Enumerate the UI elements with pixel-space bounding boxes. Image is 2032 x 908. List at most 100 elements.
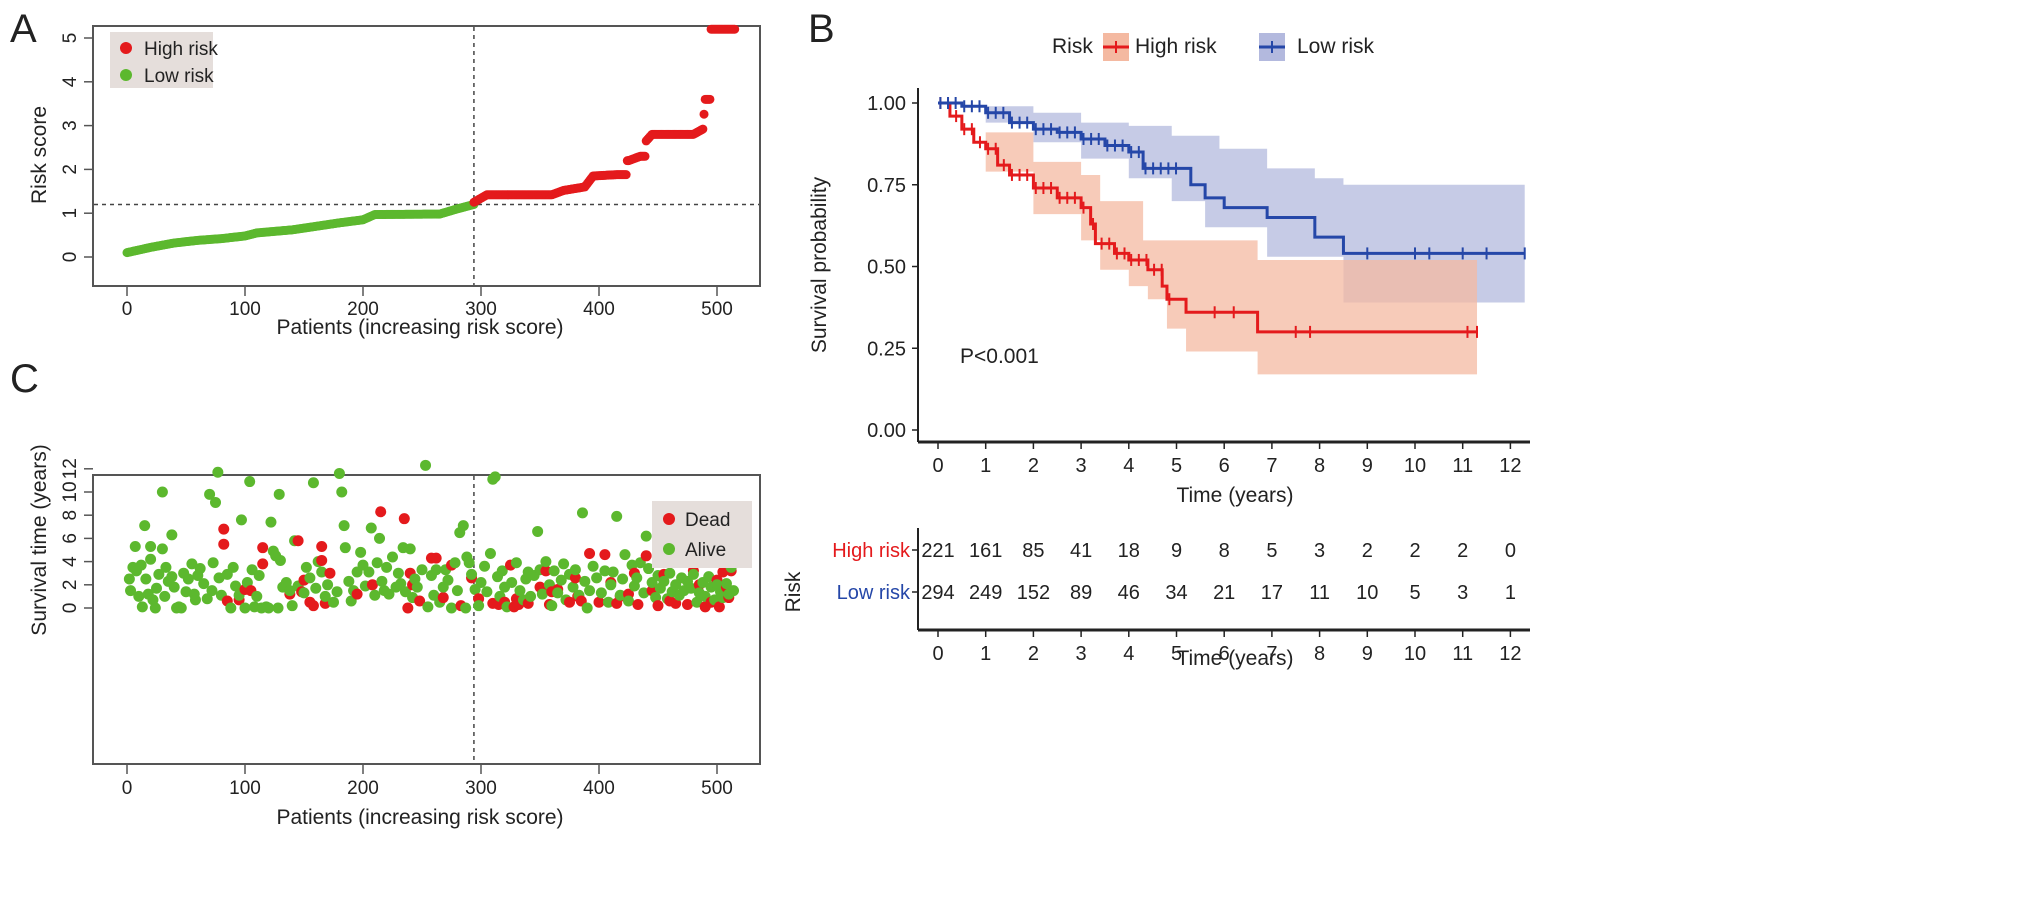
y-tick-label: 1.00 [867,93,906,115]
survival-point-alive [129,541,141,553]
survival-point-alive [548,565,560,577]
survival-point-alive [206,585,218,597]
x-tick-label: 9 [1362,455,1373,477]
survival-point-alive [227,561,239,573]
survival-point-alive [420,459,432,471]
survival-point-dead [218,523,230,535]
risk-table-cell: 11 [1309,582,1330,604]
legend-title: Risk [1052,35,1093,58]
survival-point-dead [437,592,449,604]
survival-point-alive [381,561,393,573]
survival-point-alive [251,590,263,602]
x-tick-label: 4 [1123,455,1134,477]
risk-table-x-ticks: 0 1 2 3 4 5 6 7 8 9 10 11 12 [932,630,1522,665]
survival-point-alive [166,529,178,541]
survival-point-alive [514,585,526,597]
risk-table: Risk High risk Low risk 221 161 85 41 18 9 8 5 3… [782,528,1530,670]
survival-point-dead [569,572,581,584]
survival-point-dead [414,595,426,607]
survival-point-alive [210,496,221,508]
x-tick-label: 300 [465,778,497,799]
risk-table-cell: 18 [1118,540,1140,562]
survival-point-alive [496,565,508,577]
x-tick-label: 8 [1314,643,1325,665]
survival-point-alive [212,466,224,478]
risk-table-cell: 3 [1314,540,1325,562]
km-curve-low-risk [938,101,1525,255]
survival-point-alive [614,589,626,601]
risk-row-label-high: High risk [832,540,911,562]
survival-point-alive [555,574,567,586]
survival-point-alive [631,572,643,584]
risk-table-cell: 9 [1171,540,1182,562]
survival-point-alive [481,586,493,598]
survival-point-alive [365,522,377,534]
risk-table-cell: 85 [1022,540,1044,562]
x-tick-label: 1 [980,455,991,477]
survival-point-alive [510,557,522,569]
risk-row-label-low: Low risk [837,582,911,604]
survival-point-alive [605,579,617,591]
survival-point-alive [411,581,423,593]
survival-point-alive [175,602,187,614]
risk-table-cell: 89 [1070,582,1092,604]
x-tick-label: 0 [122,778,133,799]
survival-point-dead [632,599,644,611]
risk-table-cell: 2 [1457,540,1468,562]
risk-table-cell: 46 [1118,582,1140,604]
y-tick-label: 0 [60,603,81,614]
survival-point-alive [189,594,201,606]
survival-point-alive [160,561,172,573]
risk-table-cell: 2 [1409,540,1420,562]
survival-point-alive [363,566,375,578]
x-tick-label: 400 [583,299,615,320]
legend: High risk Low risk [110,32,218,88]
risk-table-title: Risk [782,571,805,612]
risk-table-cell: 17 [1261,582,1283,604]
survival-point-alive [194,563,206,575]
survival-point-alive [307,477,319,489]
ci-band-high-risk [938,103,1478,375]
survival-point-alive [567,581,579,593]
survival-point-alive [463,557,475,569]
survival-point-dead [564,596,575,608]
survival-point-dead [375,506,387,518]
survival-point-alive [263,602,275,614]
survival-point-alive [139,520,151,532]
survival-point-alive [265,516,277,528]
risk-table-cell: 41 [1070,540,1092,562]
x-tick-label: 200 [347,778,379,799]
panel-b-kaplan-meier: Risk High risk Low risk 0.00 0.25 0.50 0.75… [782,33,1530,670]
survival-point-alive [339,542,351,554]
survival-point-alive [298,587,310,599]
survival-point-dead [717,566,729,578]
x-tick-label: 200 [347,299,379,320]
survival-point-dead [324,567,336,579]
survival-point-alive [611,510,623,522]
survival-curves [938,97,1526,338]
legend: Dead Alive [652,501,752,568]
x-tick-label: 500 [701,299,733,320]
panel-label-c: C [10,357,39,401]
survival-point-alive [460,602,472,614]
legend-label-low-risk: Low risk [1297,35,1375,58]
x-tick-label: 9 [1362,643,1373,665]
x-tick-label: 6 [1219,643,1230,665]
x-tick-label: 10 [1404,643,1426,665]
panel-label-a: A [10,7,37,51]
survival-point-alive [466,568,478,580]
survival-point-alive [532,525,544,537]
legend-marker-high-risk [120,42,132,54]
survival-point-alive [422,601,434,613]
survival-point-alive [664,567,676,579]
survival-point-alive [168,581,180,593]
risk-table-cell: 3 [1457,582,1468,604]
y-axis-label: Survival time (years) [28,444,51,635]
confidence-bands [938,103,1525,375]
survival-point-alive [569,564,581,576]
survival-point-alive [204,488,216,500]
survival-point-alive [239,602,251,614]
survival-point-alive [316,566,328,578]
